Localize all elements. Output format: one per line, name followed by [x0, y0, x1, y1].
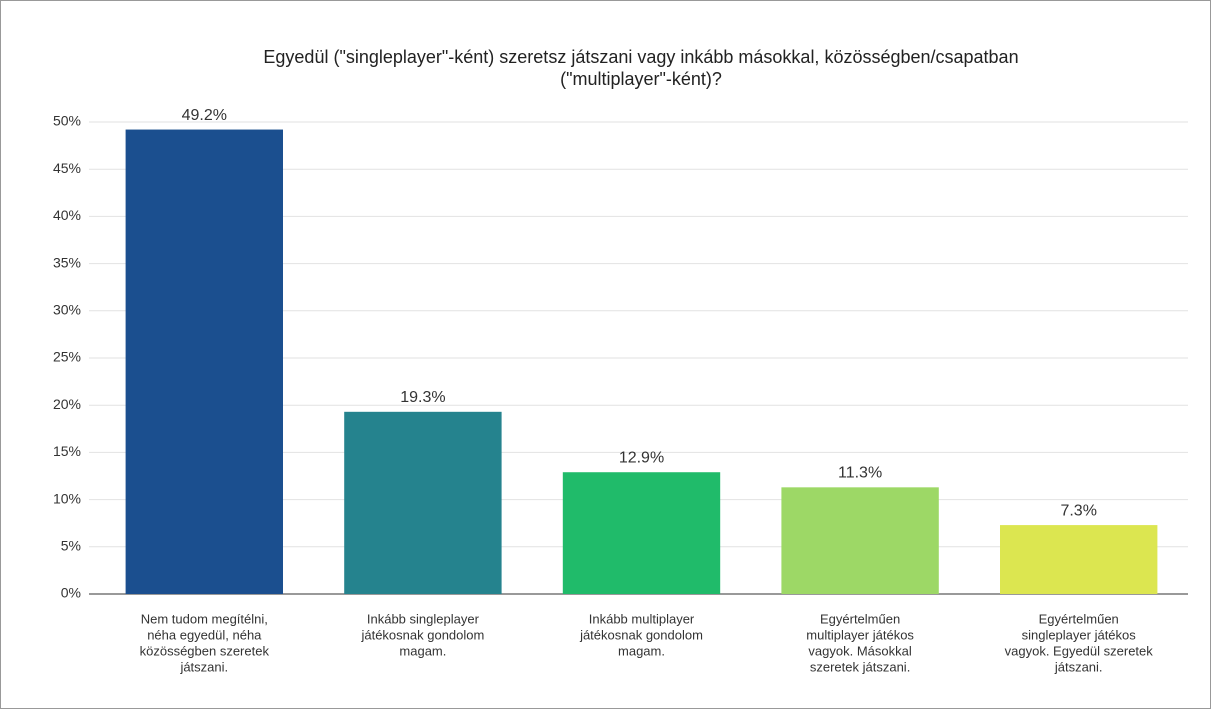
x-tick-label: néha egyedül, néha [147, 627, 262, 642]
x-tick-label: játszani. [179, 659, 228, 674]
bar [1000, 525, 1158, 594]
bar [562, 472, 721, 594]
x-tick-label: közösségben szeretek [140, 643, 270, 658]
x-tick-label: singleplayer játékos [1022, 627, 1137, 642]
value-label: 7.3% [1060, 502, 1096, 519]
y-tick-label: 0% [61, 585, 81, 601]
x-tick-label: Egyértelműen [820, 611, 900, 626]
y-tick-label: 10% [53, 490, 81, 506]
y-tick-label: 20% [53, 396, 81, 412]
y-tick-label: 25% [53, 349, 81, 365]
y-tick-label: 35% [53, 254, 81, 270]
y-tick-label: 30% [53, 302, 81, 318]
y-tick-label: 5% [61, 538, 81, 554]
bar [781, 487, 939, 594]
x-tick-label: multiplayer játékos [806, 627, 914, 642]
bar [344, 411, 502, 594]
x-tick-label: Inkább multiplayer [589, 611, 695, 626]
x-tick-label: magam. [399, 643, 446, 658]
y-tick-label: 50% [53, 113, 81, 129]
x-tick-label: Nem tudom megítélni, [141, 611, 268, 626]
value-label: 19.3% [400, 389, 445, 406]
x-tick-label: Inkább singleplayer [367, 611, 480, 626]
x-tick-label: magam. [618, 643, 665, 658]
x-tick-label: játékosnak gondolom [360, 627, 484, 642]
x-tick-label: játszani. [1054, 659, 1103, 674]
x-tick-label: Egyértelműen [1039, 611, 1119, 626]
x-tick-label: szeretek játszani. [810, 659, 910, 674]
x-tick-label: vagyok. Másokkal [808, 643, 911, 658]
bar [125, 129, 283, 594]
y-tick-label: 40% [53, 207, 81, 223]
y-tick-label: 45% [53, 160, 81, 176]
value-label: 12.9% [619, 449, 664, 466]
x-tick-label: játékosnak gondolom [579, 627, 703, 642]
chart-title: ("multiplayer"-ként)? [560, 69, 722, 89]
chart-title: Egyedül ("singleplayer"-ként) szeretsz j… [263, 47, 1018, 67]
y-tick-label: 15% [53, 443, 81, 459]
value-label: 11.3% [838, 465, 882, 482]
x-tick-label: vagyok. Egyedül szeretek [1005, 643, 1154, 658]
value-label: 49.2% [182, 107, 227, 124]
